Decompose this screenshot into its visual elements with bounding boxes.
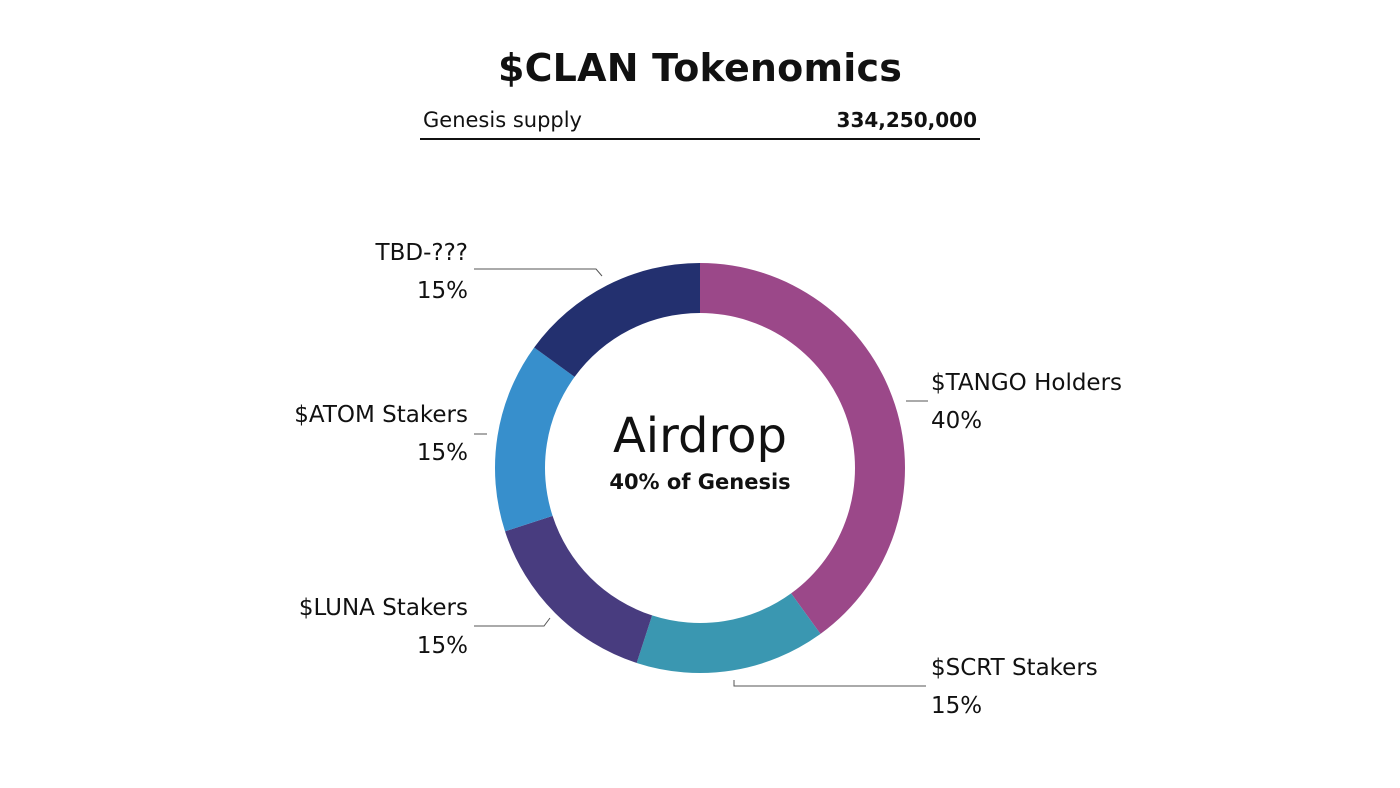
slice-name-scrt-stakers: $SCRT Stakers bbox=[931, 655, 1098, 681]
leader-line-scrt-stakers bbox=[733, 680, 926, 687]
slice-label-scrt-stakers: $SCRT Stakers 15% bbox=[931, 649, 1098, 725]
genesis-supply-label: Genesis supply bbox=[423, 108, 582, 132]
leader-line-tbd bbox=[474, 268, 603, 277]
leader-line-luna-stakers bbox=[474, 617, 551, 627]
slice-percent-tango-holders: 40% bbox=[931, 408, 983, 434]
slice-name-tbd: TBD-??? bbox=[375, 240, 468, 266]
slice-label-atom-stakers: $ATOM Stakers 15% bbox=[294, 396, 468, 472]
slice-label-luna-stakers: $LUNA Stakers 15% bbox=[299, 589, 468, 665]
genesis-supply-value: 334,250,000 bbox=[836, 108, 977, 132]
slice-percent-tbd: 15% bbox=[416, 278, 468, 304]
donut-slice-tango-holders bbox=[700, 263, 906, 634]
donut-slices bbox=[495, 263, 906, 674]
slice-label-tbd: TBD-??? 15% bbox=[376, 234, 468, 310]
leader-lines bbox=[474, 268, 928, 687]
slice-percent-luna-stakers: 15% bbox=[416, 633, 468, 659]
donut-center-subtitle: 40% of Genesis bbox=[609, 470, 791, 494]
donut-slice-luna-stakers bbox=[505, 515, 653, 663]
donut-slice-atom-stakers bbox=[495, 347, 575, 532]
donut-slice-scrt-stakers bbox=[636, 593, 821, 674]
page-title: $CLAN Tokenomics bbox=[497, 46, 903, 90]
donut-slice-tbd bbox=[534, 263, 700, 377]
slice-name-tango-holders: $TANGO Holders bbox=[931, 370, 1123, 396]
slice-percent-atom-stakers: 15% bbox=[416, 440, 468, 466]
slice-label-tango-holders: $TANGO Holders 40% bbox=[931, 364, 1122, 440]
slice-name-atom-stakers: $ATOM Stakers bbox=[294, 402, 468, 428]
donut-center-title: Airdrop bbox=[612, 408, 788, 464]
slice-name-luna-stakers: $LUNA Stakers bbox=[298, 595, 468, 621]
slice-percent-scrt-stakers: 15% bbox=[931, 693, 983, 719]
genesis-supply-row: Genesis supply 334,250,000 bbox=[420, 108, 980, 140]
